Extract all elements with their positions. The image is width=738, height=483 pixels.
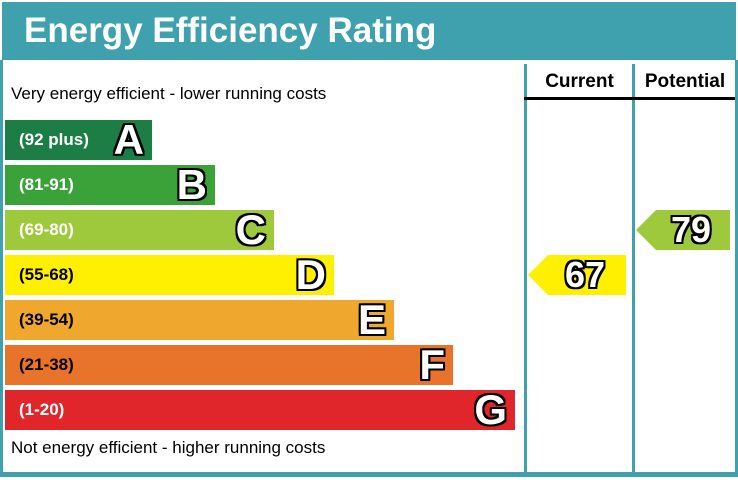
band-c-range: (69-80) <box>19 220 74 239</box>
band-a: (92 plus) A <box>5 116 152 163</box>
band-d: (55-68) D <box>5 251 334 298</box>
column-header-potential: Potential <box>644 71 726 92</box>
chart-title-bar: Energy Efficiency Rating <box>2 2 736 60</box>
current-rating-value: 67 <box>564 254 606 295</box>
band-e-range: (39-54) <box>19 310 74 329</box>
band-g-range: (1-20) <box>19 400 65 419</box>
chart-border-right <box>735 60 738 477</box>
potential-rating-value: 79 <box>670 209 712 250</box>
column-header-underline <box>524 97 735 100</box>
current-column-divider <box>524 64 527 472</box>
band-d-letter: D <box>295 251 326 298</box>
column-header-current: Current <box>545 71 614 92</box>
rating-bands: (92 plus) A (81-91) B (69-80) C (55-68) … <box>5 116 515 435</box>
band-a-letter: A <box>113 116 144 163</box>
chart-title: Energy Efficiency Rating <box>24 11 437 50</box>
caption-not-efficient: Not energy efficient - higher running co… <box>11 438 326 457</box>
potential-column-divider <box>632 64 635 472</box>
band-b: (81-91) B <box>5 161 215 208</box>
chart-border-bottom <box>0 472 738 477</box>
chart-border-left <box>0 60 3 477</box>
band-b-range: (81-91) <box>19 175 74 194</box>
band-a-range: (92 plus) <box>19 130 89 149</box>
band-c: (69-80) C <box>5 206 274 253</box>
current-rating-arrow: 67 <box>528 255 626 295</box>
band-c-letter: C <box>235 206 266 253</box>
potential-rating-arrow: 79 <box>636 210 730 250</box>
band-f: (21-38) F <box>5 341 453 388</box>
caption-efficient: Very energy efficient - lower running co… <box>11 84 327 103</box>
band-f-range: (21-38) <box>19 355 74 374</box>
band-g: (1-20) G <box>5 386 515 433</box>
rating-chart-area: Current Potential Very energy efficient … <box>0 60 738 477</box>
band-e: (39-54) E <box>5 296 394 343</box>
band-b-letter: B <box>176 161 207 208</box>
band-e-letter: E <box>357 296 386 343</box>
band-d-range: (55-68) <box>19 265 74 284</box>
band-g-letter: G <box>474 386 507 433</box>
band-f-letter: F <box>419 341 445 388</box>
